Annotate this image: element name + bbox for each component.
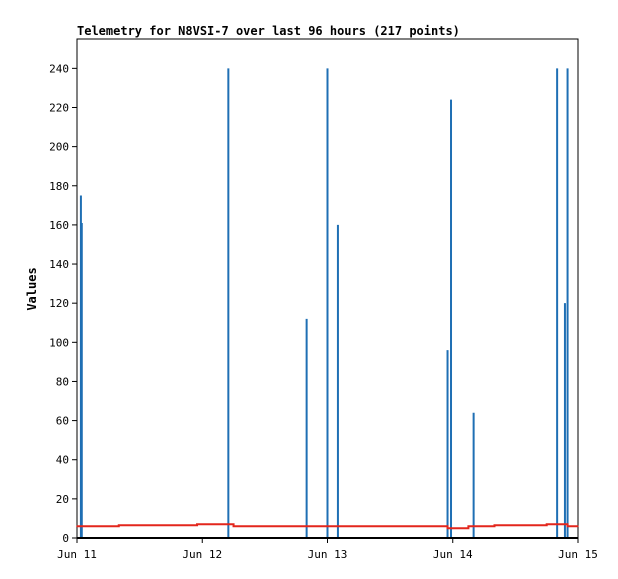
data-point	[566, 525, 569, 528]
x-tick-label: Jun 14	[433, 548, 473, 561]
data-point	[76, 525, 78, 528]
data-point	[545, 523, 548, 526]
y-tick-label: 60	[56, 415, 69, 428]
data-point	[196, 523, 198, 526]
y-tick-label: 200	[49, 141, 69, 154]
data-point	[446, 527, 449, 530]
y-tick-label: 100	[49, 336, 69, 349]
y-tick-label: 240	[49, 62, 69, 75]
data-point	[493, 524, 496, 527]
x-tick-label: Jun 11	[57, 548, 97, 561]
y-tick-label: 40	[56, 454, 69, 467]
x-tick-label: Jun 12	[182, 548, 222, 561]
data-point	[577, 525, 579, 528]
x-tick-label: Jun 13	[308, 548, 348, 561]
data-point	[467, 525, 470, 528]
data-point	[117, 524, 120, 527]
y-tick-label: 120	[49, 297, 69, 310]
y-tick-label: 140	[49, 258, 69, 271]
data-point	[232, 525, 235, 528]
y-tick-label: 80	[56, 375, 69, 388]
series-layer	[76, 68, 579, 538]
y-tick-label: 220	[49, 101, 69, 114]
chart-title: Telemetry for N8VSI-7 over last 96 hours…	[77, 24, 460, 38]
y-tick-label: 20	[56, 493, 69, 506]
y-axis-label: Values	[25, 267, 39, 310]
x-axis: Jun 11 Jun 12 Jun 13 Jun 14 Jun 15	[57, 538, 598, 561]
series-step-line	[77, 523, 578, 530]
y-tick-label: 160	[49, 219, 69, 232]
y-tick-label: 0	[62, 532, 69, 545]
x-tick-label: Jun 15	[558, 548, 598, 561]
y-axis: 0 20 40 60 80 100 120 140 160 180 200 220 240	[49, 62, 77, 545]
y-tick-label: 180	[49, 180, 69, 193]
